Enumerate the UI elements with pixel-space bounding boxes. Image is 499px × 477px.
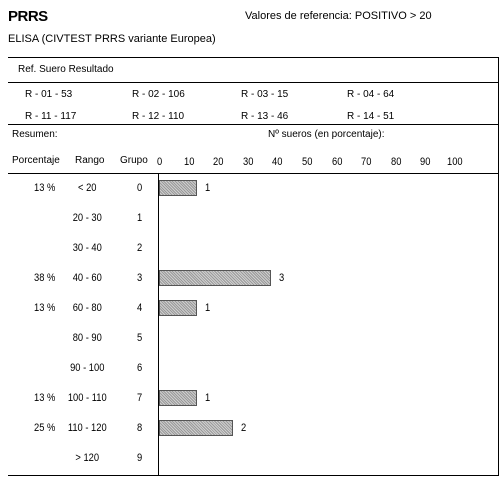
bar-count-label: 1 [205,182,211,194]
row-group: 0 [137,182,143,194]
sample-result: R - 04 - 64 [347,89,395,100]
row-group: 3 [137,272,143,284]
test-method: ELISA (CIVTEST PRRS variante Europea) [8,33,216,45]
x-tick-label: 50 [302,156,313,168]
sample-result: R - 14 - 51 [347,111,395,122]
sample-result: R - 11 - 117 [25,111,77,122]
sample-result: R - 03 - 15 [241,89,289,100]
row-range: 30 - 40 [72,242,102,254]
row-group: 2 [137,242,143,254]
sample-table-heading: Ref. Suero Resultado [18,64,114,75]
chart-axis [158,173,159,475]
row-group: 4 [137,302,143,314]
divider [8,475,499,476]
x-tick-label: 60 [331,156,343,168]
x-tick-label: 80 [390,156,402,168]
bar-3 [159,270,272,286]
reference-values: Valores de referencia: POSITIVO > 20 [245,10,432,22]
divider [8,124,499,125]
row-range: > 120 [75,452,100,464]
x-tick-label: 30 [242,156,254,168]
x-tick-label: 90 [420,156,431,168]
sample-result: R - 01 - 53 [25,89,73,100]
report-title: PRRS [8,8,48,25]
row-range: 80 - 90 [72,332,102,344]
row-range: 60 - 80 [72,302,102,314]
row-percentage: 13 % [34,182,56,194]
row-range: 90 - 100 [70,362,105,374]
row-range: 110 - 120 [67,422,107,434]
divider [8,82,499,83]
x-tick-label: 10 [183,156,195,168]
bar-count-label: 1 [205,302,211,314]
bar-4 [159,300,198,316]
row-group: 6 [137,362,143,374]
chart-caption: Nº sueros (en porcentaje): [268,129,385,140]
x-tick-label: 100 [447,156,463,168]
row-group: 5 [137,332,143,344]
row-range: < 20 [78,182,97,194]
divider [8,173,499,174]
row-range: 40 - 60 [72,272,102,284]
bar-8 [159,420,233,436]
divider [8,57,499,58]
row-range: 20 - 30 [72,212,102,224]
x-tick-label: 40 [272,156,283,168]
bar-count-label: 1 [205,392,211,404]
row-percentage: 38 % [34,272,56,284]
col-header-group: Grupo [120,155,148,166]
col-header-percentage: Porcentaje [12,155,60,166]
x-tick-label: 0 [157,156,163,168]
row-percentage: 25 % [34,422,56,434]
summary-label: Resumen: [12,129,58,140]
row-group: 7 [137,392,143,404]
row-range: 100 - 110 [67,392,107,404]
row-group: 1 [137,212,143,224]
bar-count-label: 2 [241,422,247,434]
x-tick-label: 20 [213,156,224,168]
bar-count-label: 3 [279,272,285,284]
col-header-range: Rango [75,155,105,166]
bar-0 [159,180,198,196]
row-percentage: 13 % [34,302,56,314]
sample-result: R - 02 - 106 [132,89,185,100]
row-percentage: 13 % [34,392,56,404]
x-tick-label: 70 [361,156,372,168]
sample-result: R - 13 - 46 [241,111,289,122]
row-group: 8 [137,422,143,434]
row-group: 9 [137,452,143,464]
sample-result: R - 12 - 110 [132,111,185,122]
bar-7 [159,390,198,406]
